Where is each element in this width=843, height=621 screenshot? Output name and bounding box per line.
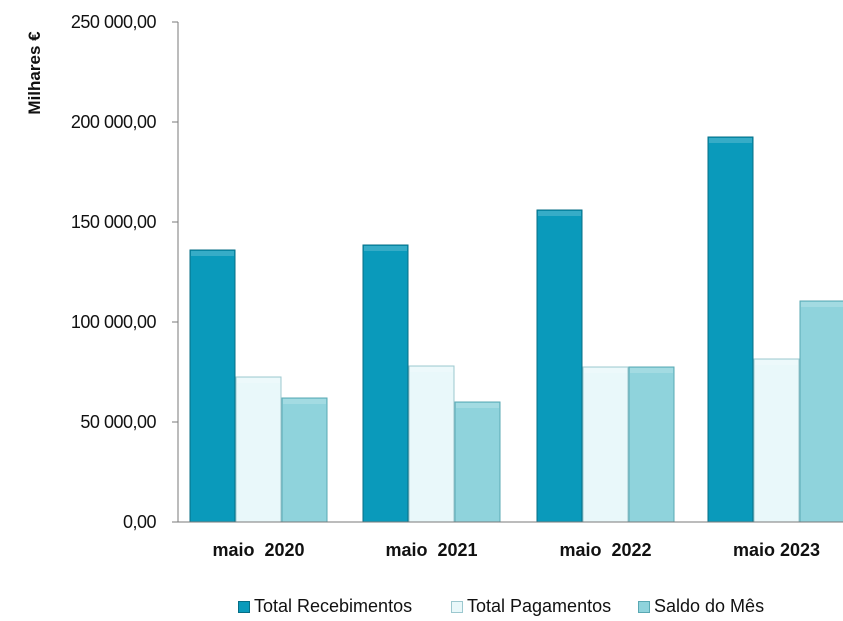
bar-highlight xyxy=(630,368,673,373)
bar-highlight xyxy=(237,378,280,383)
x-category-label: maio 2022 xyxy=(559,540,651,560)
legend-swatch-total-pagamentos xyxy=(451,600,463,613)
bar-highlight xyxy=(709,138,752,143)
chart: 0,00 50 000,00 100 000,00 150 000,00 200 000… xyxy=(25,12,843,560)
y-tick-label: 100 000,00 xyxy=(71,312,157,332)
y-tick-label: 200 000,00 xyxy=(71,112,157,132)
y-tick-label: 0,00 xyxy=(123,512,157,532)
x-category-label: maio 2020 xyxy=(212,540,304,560)
bar-highlight xyxy=(538,211,581,216)
y-axis: 0,00 50 000,00 100 000,00 150 000,00 200 000… xyxy=(71,12,179,532)
y-axis-title: Milhares € xyxy=(25,31,44,115)
x-axis: maio 2020 maio 2021 maio 2022 maio 2023 xyxy=(178,521,843,560)
bar-highlight xyxy=(191,251,234,256)
bar-highlight xyxy=(755,360,798,365)
bar-saldo-do-mes xyxy=(628,366,675,523)
bar-highlight xyxy=(584,368,627,373)
bar-total-recebimentos xyxy=(189,249,236,523)
legend-swatch-total-recebimentos xyxy=(238,600,250,613)
x-category-label: maio 2021 xyxy=(385,540,477,560)
bar-saldo-do-mes xyxy=(281,397,328,523)
legend-item-total-pagamentos: Total Pagamentos xyxy=(451,596,611,617)
bar-total-recebimentos xyxy=(536,209,583,523)
bar-saldo-do-mes xyxy=(799,300,843,523)
legend-item-saldo-do-mes: Saldo do Mês xyxy=(638,596,764,617)
legend-item-total-recebimentos: Total Recebimentos xyxy=(238,596,412,617)
bar-total-pagamentos xyxy=(235,376,282,523)
bar-highlight xyxy=(410,367,453,372)
bar-total-recebimentos xyxy=(362,244,409,523)
bars xyxy=(189,136,843,523)
bar-highlight xyxy=(364,246,407,251)
y-tick-label: 50 000,00 xyxy=(80,412,156,432)
legend-label: Total Recebimentos xyxy=(254,596,413,616)
bar-total-recebimentos xyxy=(707,136,754,523)
legend-label: Total Pagamentos xyxy=(467,596,612,616)
legend: Total Recebimentos Total Pagamentos Sald… xyxy=(0,596,843,620)
bar-saldo-do-mes xyxy=(454,401,501,523)
legend-swatch-saldo-do-mes xyxy=(638,600,650,613)
bar-highlight xyxy=(283,399,326,404)
y-tick-label: 250 000,00 xyxy=(71,12,157,32)
bar-highlight xyxy=(456,403,499,408)
legend-label: Saldo do Mês xyxy=(654,596,765,616)
x-category-label: maio 2023 xyxy=(733,540,820,560)
bar-highlight xyxy=(801,302,843,307)
bar-total-pagamentos xyxy=(753,358,800,523)
y-tick-label: 150 000,00 xyxy=(71,212,157,232)
bar-total-pagamentos xyxy=(582,366,629,523)
bar-total-pagamentos xyxy=(408,365,455,523)
